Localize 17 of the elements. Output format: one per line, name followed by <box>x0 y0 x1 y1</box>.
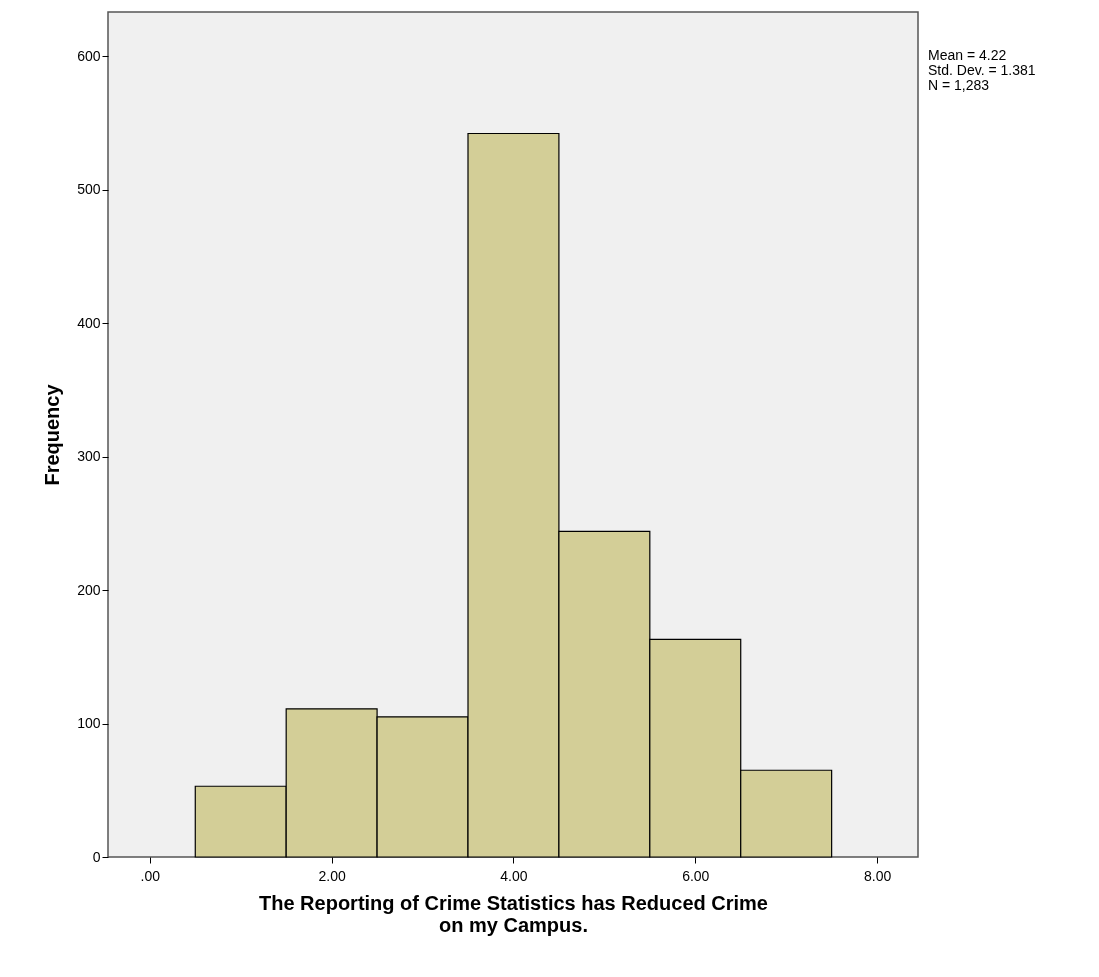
y-tick-label: 0 <box>92 848 101 865</box>
x-tick-label: 4.00 <box>500 867 528 884</box>
y-tick-label: 500 <box>77 181 101 198</box>
text: Mean = 4.22 <box>928 47 1008 63</box>
x-tick-label: .00 <box>140 867 161 884</box>
x-tick-label: 2.00 <box>318 867 346 884</box>
y-tick-label: 400 <box>77 314 101 331</box>
text: N = 1,283 <box>928 77 991 93</box>
y-axis-title: Frequency <box>41 383 64 486</box>
y-tick-label: 100 <box>77 715 101 732</box>
x-tick-label: 6.00 <box>682 867 710 884</box>
y-tick-label: 300 <box>77 448 101 465</box>
y-tick-label: 200 <box>77 581 101 598</box>
x-axis-title: The Reporting of Crime Statistics has Reduced Crime on my Campus. <box>259 891 768 936</box>
text: Std. Dev. = 1.381 <box>928 62 1036 78</box>
y-tick-label: 600 <box>77 47 101 64</box>
x-tick-label: 8.00 <box>863 867 892 884</box>
